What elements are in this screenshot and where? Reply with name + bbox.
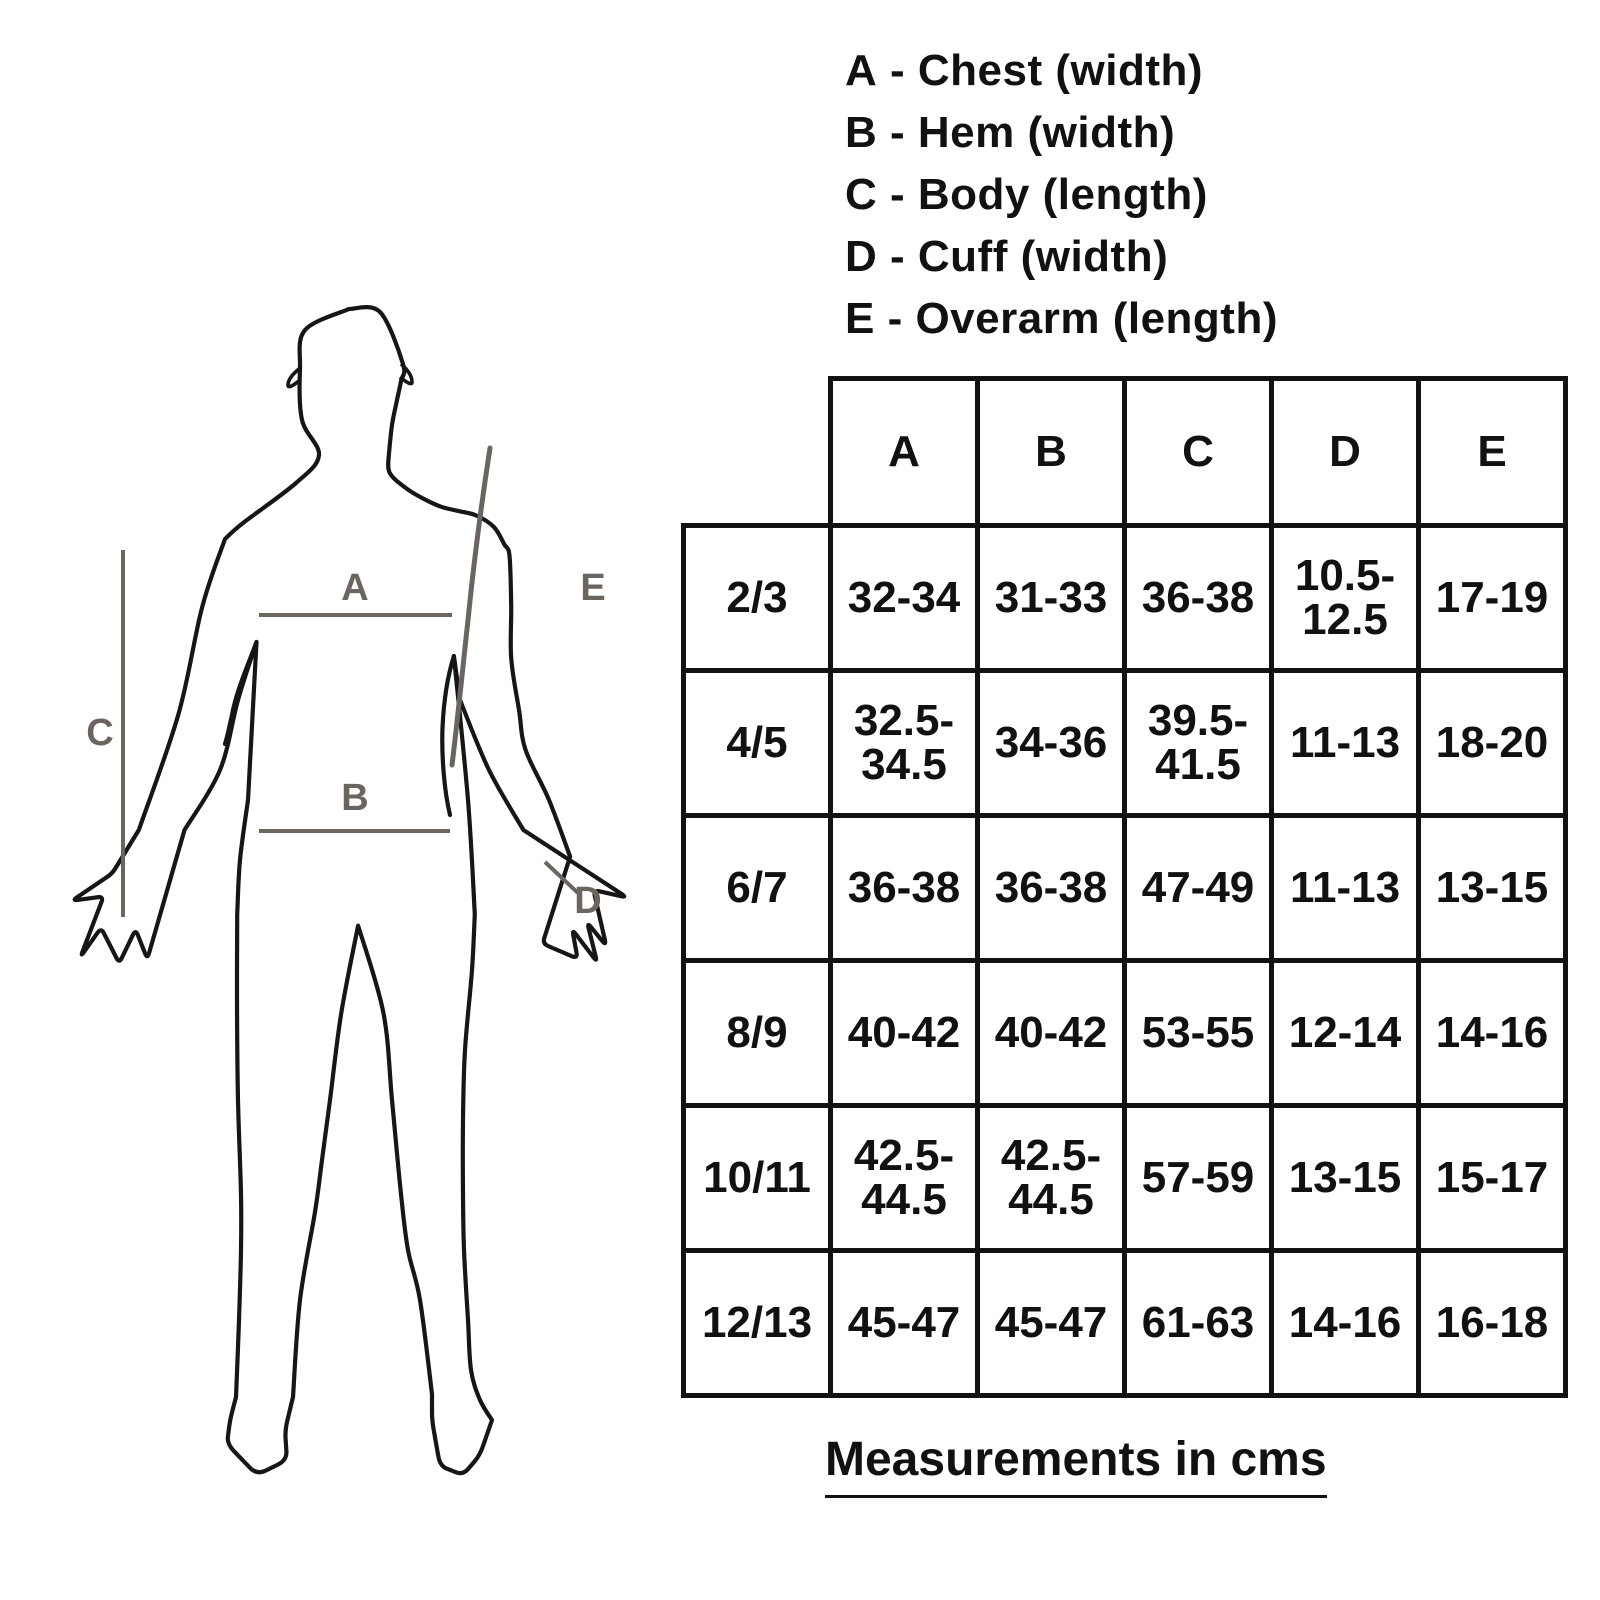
svg-text:C: C xyxy=(86,712,113,754)
svg-text:B: B xyxy=(341,777,368,819)
svg-text:E: E xyxy=(580,567,605,609)
svg-text:D: D xyxy=(574,880,601,922)
svg-text:A: A xyxy=(341,567,368,609)
